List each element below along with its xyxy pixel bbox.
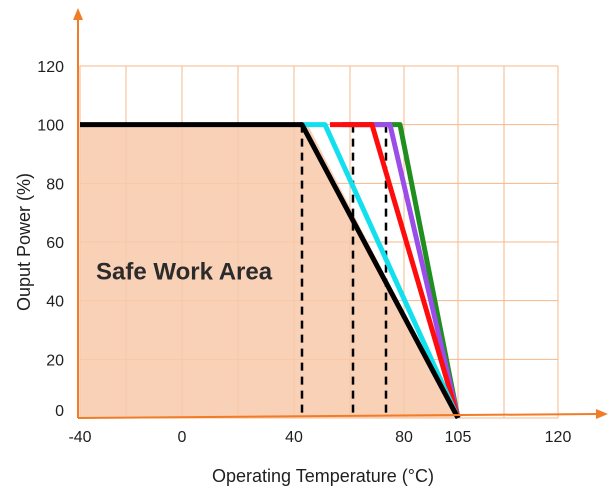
x-tick-label: 105 bbox=[445, 429, 472, 446]
y-tick-label: 120 bbox=[37, 59, 64, 76]
y-tick-label: 20 bbox=[46, 352, 64, 369]
y-tick-label: 40 bbox=[46, 294, 64, 311]
x-tick-label: 40 bbox=[285, 429, 303, 446]
series-line bbox=[330, 122, 461, 419]
x-tick-label: 120 bbox=[545, 429, 572, 446]
series-line bbox=[80, 122, 461, 420]
y-tick-label: 60 bbox=[46, 235, 64, 252]
x-tick-label: 0 bbox=[178, 429, 187, 446]
axes bbox=[73, 8, 608, 419]
x-tick-label: -40 bbox=[68, 429, 91, 446]
x-axis-arrow bbox=[596, 409, 608, 419]
x-axis-line bbox=[77, 413, 599, 419]
series-group bbox=[80, 122, 461, 420]
safe-work-area-label: Safe Work Area bbox=[96, 258, 273, 285]
x-axis-title: Operating Temperature (°C) bbox=[212, 466, 434, 486]
y-tick-label: 100 bbox=[37, 118, 64, 135]
y-tick-label: 80 bbox=[46, 176, 64, 193]
safe-work-area-fill bbox=[80, 124, 458, 419]
y-axis-arrow bbox=[73, 8, 83, 20]
series-line bbox=[300, 122, 461, 420]
y-axis-title: Ouput Power (%) bbox=[14, 173, 34, 311]
x-tick-label: 80 bbox=[395, 429, 413, 446]
y-tick-label: 0 bbox=[55, 403, 64, 420]
